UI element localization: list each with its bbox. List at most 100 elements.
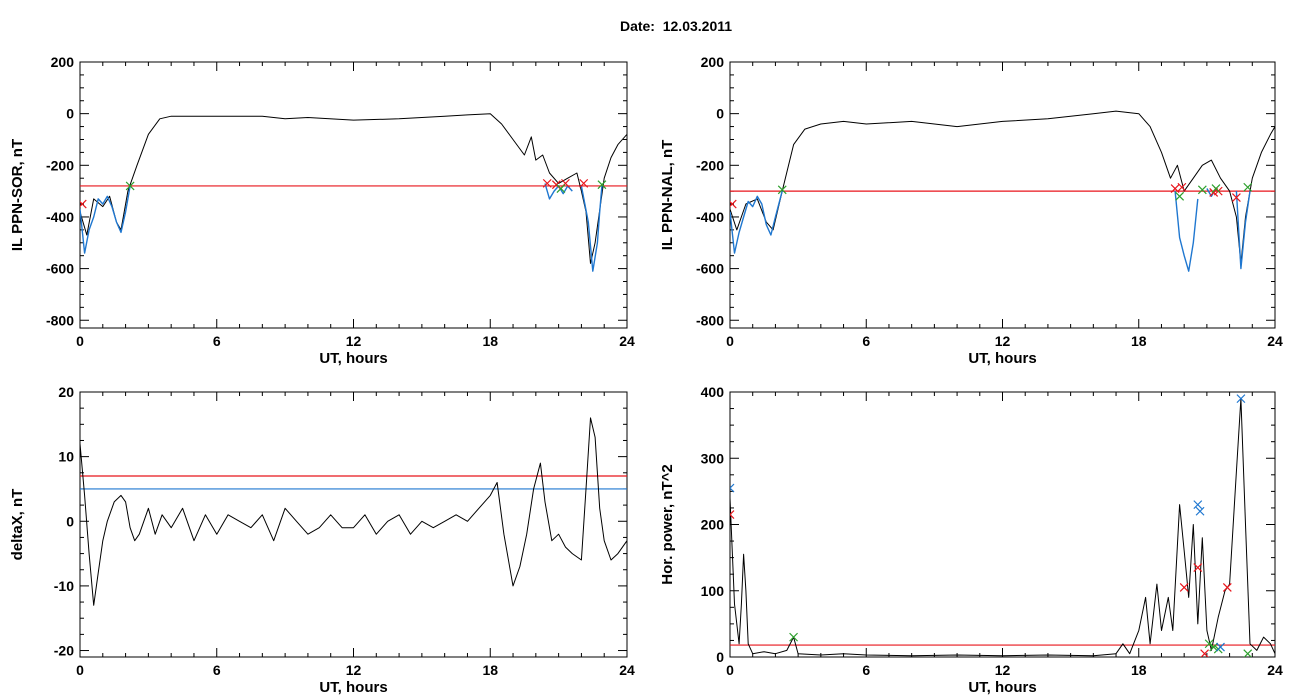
marker-stroke — [551, 180, 561, 190]
y-tick-label: -600 — [46, 261, 74, 277]
marker-green — [1175, 191, 1185, 201]
marker-green — [1243, 182, 1253, 192]
marker-stroke — [1209, 642, 1219, 652]
marker-green — [1211, 184, 1221, 193]
marker-stroke — [1211, 184, 1221, 193]
y-tick-label: -200 — [696, 157, 724, 173]
y-axis-label: IL PPN-NAL, nT — [659, 140, 676, 251]
y-tick-label: 10 — [58, 449, 74, 465]
x-tick-label: 6 — [862, 333, 870, 349]
marker-stroke — [777, 185, 787, 195]
marker-green — [1197, 185, 1207, 195]
marker-stroke — [1193, 500, 1203, 510]
series-line-blue — [80, 185, 131, 254]
marker-red — [1231, 193, 1241, 203]
marker-stroke — [579, 178, 589, 188]
x-tick-label: 24 — [1267, 333, 1283, 349]
x-tick-label: 18 — [1131, 662, 1147, 678]
plot-frame — [729, 61, 1276, 329]
y-tick-label: -200 — [46, 157, 74, 173]
series-line-blue — [1174, 191, 1199, 272]
marker-red — [542, 178, 552, 188]
marker-stroke — [730, 487, 735, 493]
plot-frame — [79, 61, 628, 329]
marker-stroke — [789, 632, 799, 642]
marker-stroke — [730, 510, 735, 516]
marker-stroke — [597, 180, 607, 190]
x-axis-label: UT, hours — [968, 679, 1036, 696]
plot-area — [730, 394, 1275, 657]
x-tick-label: 18 — [482, 333, 498, 349]
y-tick-label: 0 — [716, 106, 724, 122]
y-tick-label: 300 — [701, 450, 725, 466]
y-tick-label: 20 — [58, 384, 74, 400]
marker-blue — [1195, 506, 1205, 516]
y-tick-label: -10 — [54, 578, 74, 594]
x-axis-label: UT, hours — [968, 350, 1036, 367]
marker-red — [730, 510, 735, 519]
marker-stroke — [125, 181, 135, 191]
x-tick-label: 12 — [346, 662, 362, 678]
y-tick-label: 0 — [716, 649, 724, 665]
y-tick-label: 200 — [701, 54, 725, 70]
x-tick-label: 0 — [76, 662, 84, 678]
marker-green — [1209, 642, 1219, 652]
y-tick-label: -800 — [46, 312, 74, 328]
x-tick-label: 24 — [619, 662, 635, 678]
x-tick-label: 24 — [1267, 662, 1283, 678]
marker-red — [80, 199, 87, 209]
marker-stroke — [730, 513, 735, 519]
marker-blue — [1236, 394, 1246, 404]
marker-stroke — [1170, 184, 1180, 193]
y-tick-label: 400 — [701, 384, 725, 400]
y-tick-label: 200 — [701, 517, 725, 533]
y-tick-label: -400 — [696, 209, 724, 225]
marker-red — [1200, 649, 1210, 657]
y-tick-label: 200 — [51, 54, 75, 70]
y-axis-label: IL PPN-SOR, nT — [9, 139, 26, 251]
marker-stroke — [542, 178, 552, 188]
marker-red — [730, 199, 737, 209]
x-tick-label: 12 — [995, 333, 1011, 349]
chart-panel-1: 0 6 12 18 24 -800 -600 -400 -200 0 200 UT, hours IL … — [9, 54, 635, 367]
y-tick-label: 0 — [66, 513, 74, 529]
marker-blue — [1216, 642, 1225, 652]
plot-area — [80, 417, 627, 606]
x-tick-label: 18 — [482, 662, 498, 678]
marker-red — [579, 178, 589, 188]
marker-stroke — [1216, 642, 1225, 652]
marker-stroke — [1193, 563, 1203, 572]
marker-stroke — [1175, 191, 1185, 201]
marker-stroke — [556, 184, 566, 193]
marker-green — [1204, 639, 1214, 649]
x-axis-label: UT, hours — [319, 350, 387, 367]
marker-red — [1193, 563, 1203, 572]
marker-green — [556, 184, 566, 193]
x-tick-label: 0 — [726, 333, 734, 349]
marker-stroke — [1243, 649, 1253, 657]
marker-green — [597, 180, 607, 190]
x-tick-label: 12 — [346, 333, 362, 349]
marker-stroke — [1200, 649, 1210, 657]
marker-green — [789, 632, 799, 642]
series-line-black — [730, 398, 1275, 657]
marker-red — [1179, 583, 1189, 592]
marker-stroke — [1243, 182, 1253, 192]
y-tick-label: -600 — [696, 261, 724, 277]
marker-stroke — [1236, 394, 1246, 404]
series-line-blue — [730, 190, 783, 254]
marker-red — [1222, 583, 1232, 592]
marker-stroke — [730, 483, 735, 489]
marker-stroke — [1231, 193, 1241, 203]
x-tick-label: 0 — [76, 333, 84, 349]
y-axis-label: deltaX, nT — [9, 489, 26, 561]
marker-stroke — [1195, 506, 1205, 516]
series-line-black — [80, 113, 627, 264]
marker-stroke — [1177, 182, 1187, 192]
x-tick-label: 12 — [995, 662, 1011, 678]
marker-red — [1177, 182, 1187, 192]
x-tick-label: 24 — [619, 333, 635, 349]
y-axis-label: Hor. power, nT^2 — [659, 464, 676, 584]
x-axis-label: UT, hours — [319, 679, 387, 696]
marker-blue — [730, 483, 735, 493]
